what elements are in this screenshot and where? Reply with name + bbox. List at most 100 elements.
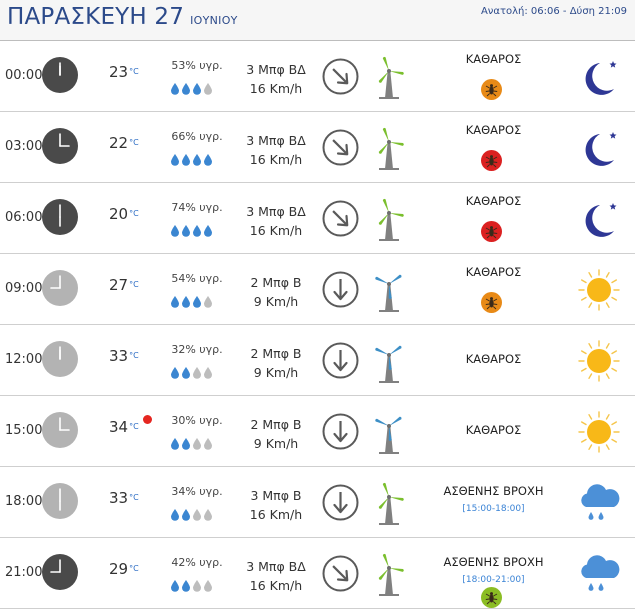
- forecast-row: 15:00 34°C 30% υγρ. 2 Μπφ Β 9 Km/h ΚΑΘΑΡΟΣ: [0, 396, 635, 467]
- drop-icon: [203, 577, 214, 596]
- wind-speed: 16 Km/h: [249, 578, 303, 593]
- wind-info: 3 Μπφ ΒΔ 16 Km/h: [236, 131, 316, 169]
- drop-icon: [203, 293, 214, 312]
- sun-icon: [576, 339, 622, 383]
- humidity-drops: [170, 151, 214, 166]
- temperature-value: 27: [109, 276, 129, 294]
- wind-turbine-icon: [371, 55, 407, 99]
- wind-info: 3 Μπφ ΒΔ 16 Km/h: [236, 60, 316, 98]
- wind-turbine-icon: [371, 552, 407, 596]
- wind-direction-icon: [322, 58, 359, 95]
- wind-info: 3 Μπφ Β 16 Km/h: [236, 486, 316, 524]
- temperature: 23°C: [109, 63, 139, 81]
- wind-direction-icon: [322, 484, 359, 521]
- drop-icon: [170, 151, 181, 170]
- wind-direction-icon: [322, 200, 359, 237]
- wind-turbine-icon: [371, 268, 407, 312]
- temperature-unit: °C: [129, 67, 139, 76]
- wind-direction-icon: [322, 413, 359, 450]
- humidity: 53% υγρ.: [171, 59, 223, 72]
- moon-icon: [576, 126, 622, 170]
- humidity-drops: [170, 506, 214, 521]
- drop-icon: [192, 577, 203, 596]
- condition-text: ΚΑΘΑΡΟΣ: [465, 194, 522, 208]
- temperature: 34°C: [109, 418, 139, 436]
- sun-icon: [576, 410, 622, 454]
- drop-icon: [170, 577, 181, 596]
- condition-text: ΚΑΘΑΡΟΣ: [465, 265, 522, 279]
- temperature-unit: °C: [129, 351, 139, 360]
- drop-icon: [203, 435, 214, 454]
- insect-icon: [481, 150, 502, 171]
- wind-force: 2 Μπφ Β: [250, 346, 302, 361]
- wind-speed: 9 Km/h: [253, 365, 299, 380]
- humidity-drops: [170, 577, 214, 592]
- clock-icon: [42, 57, 78, 93]
- temperature-value: 20: [109, 205, 129, 223]
- condition-text: ΑΣΘΕΝΗΣ ΒΡΟΧΗ: [443, 555, 544, 569]
- drop-icon: [192, 80, 203, 99]
- temperature: 27°C: [109, 276, 139, 294]
- clock-icon: [42, 554, 78, 590]
- rain-cloud-icon: [576, 481, 622, 525]
- clock-icon: [42, 412, 78, 448]
- drop-icon: [181, 577, 192, 596]
- moon-icon: [576, 55, 622, 99]
- humidity: 74% υγρ.: [171, 201, 223, 214]
- rain-cloud-icon: [576, 552, 622, 596]
- wind-speed: 16 Km/h: [249, 152, 303, 167]
- wind-turbine-icon: [371, 197, 407, 241]
- moon-icon: [576, 197, 622, 241]
- drop-icon: [170, 364, 181, 383]
- temperature-unit: °C: [129, 422, 139, 431]
- wind-info: 2 Μπφ Β 9 Km/h: [236, 273, 316, 311]
- condition-text: ΚΑΘΑΡΟΣ: [465, 52, 522, 66]
- forecast-row: 03:00 22°C 66% υγρ. 3 Μπφ ΒΔ 16 Km/h ΚΑΘΑΡΟΣ: [0, 112, 635, 183]
- forecast-row: 06:00 20°C 74% υγρ. 3 Μπφ ΒΔ 16 Km/h ΚΑΘΑΡΟΣ: [0, 183, 635, 254]
- wind-speed: 16 Km/h: [249, 223, 303, 238]
- drop-icon: [181, 435, 192, 454]
- day-month: ΙΟΥΝΙΟΥ: [190, 14, 238, 27]
- drop-icon: [170, 506, 181, 525]
- humidity-drops: [170, 435, 214, 450]
- day-title: ΠΑΡΑΣΚΕΥΗ 27 ΙΟΥΝΙΟΥ: [7, 4, 238, 30]
- drop-icon: [170, 222, 181, 241]
- temperature-unit: °C: [129, 564, 139, 573]
- sun-icon: [576, 268, 622, 312]
- wind-info: 2 Μπφ Β 9 Km/h: [236, 344, 316, 382]
- temperature: 22°C: [109, 134, 139, 152]
- wind-force: 3 Μπφ ΒΔ: [246, 559, 306, 574]
- wind-turbine-icon: [371, 339, 407, 383]
- drop-icon: [192, 435, 203, 454]
- sunrise-sunset: Ανατολή: 06:06 - Δύση 21:09: [480, 6, 627, 17]
- temperature-unit: °C: [129, 138, 139, 147]
- forecast-time: 00:00: [5, 68, 43, 83]
- temperature-value: 22: [109, 134, 129, 152]
- day-name: ΠΑΡΑΣΚΕΥΗ 27: [7, 4, 185, 30]
- humidity: 30% υγρ.: [171, 414, 223, 427]
- wind-direction-icon: [322, 342, 359, 379]
- drop-icon: [181, 151, 192, 170]
- wind-turbine-icon: [371, 481, 407, 525]
- humidity-drops: [170, 293, 214, 308]
- wind-info: 3 Μπφ ΒΔ 16 Km/h: [236, 202, 316, 240]
- humidity: 66% υγρ.: [171, 130, 223, 143]
- condition-time-range: [18:00-21:00]: [462, 575, 525, 585]
- drop-icon: [181, 364, 192, 383]
- condition-text: ΚΑΘΑΡΟΣ: [465, 123, 522, 137]
- clock-icon: [42, 341, 78, 377]
- forecast-time: 12:00: [5, 352, 43, 367]
- drop-icon: [192, 151, 203, 170]
- wind-force: 3 Μπφ ΒΔ: [246, 204, 306, 219]
- wind-speed: 9 Km/h: [253, 294, 299, 309]
- clock-icon: [42, 128, 78, 164]
- humidity-drops: [170, 80, 214, 95]
- forecast-row: 00:00 23°C 53% υγρ. 3 Μπφ ΒΔ 16 Km/h ΚΑΘΑΡΟΣ: [0, 41, 635, 112]
- temperature-value: 33: [109, 347, 129, 365]
- wind-direction-icon: [322, 555, 359, 592]
- wind-info: 3 Μπφ ΒΔ 16 Km/h: [236, 557, 316, 595]
- forecast-time: 21:00: [5, 565, 43, 580]
- temperature: 33°C: [109, 489, 139, 507]
- humidity: 34% υγρ.: [171, 485, 223, 498]
- forecast-row: 09:00 27°C 54% υγρ. 2 Μπφ Β 9 Km/h ΚΑΘΑΡΟΣ: [0, 254, 635, 325]
